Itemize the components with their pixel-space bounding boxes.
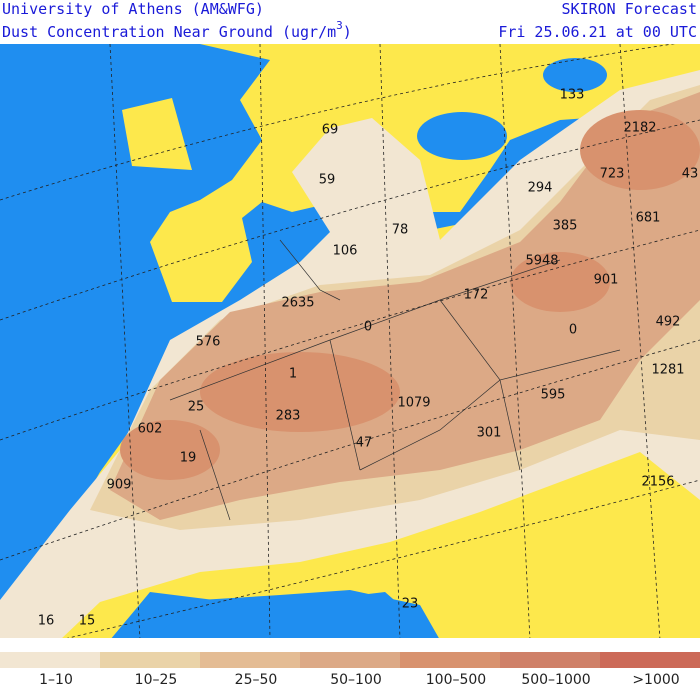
dust-high [200,352,400,432]
dust-value-label: 283 [276,409,301,424]
dust-value-label: 909 [107,478,132,493]
dust-value-label: 0 [364,320,372,335]
europe-land [150,44,700,302]
dust-value-label: 2635 [281,296,314,311]
borders [169,239,621,521]
dust-value-label: 0 [569,323,577,338]
dust-value-label: 133 [560,88,585,103]
forecast-time: Fri 25.06.21 at 00 UTC [498,23,697,41]
legend-label: 100–500 [426,672,486,685]
dust-value-label: 723 [600,167,625,182]
legend-label: 50–100 [330,672,382,685]
legend-swatch [600,652,700,668]
dust-value-label: 602 [138,422,163,437]
dust-value-label: 23 [402,597,419,612]
legend: 1–10 10–25 25–50 50–100 100–500 500–1000 >1000 [0,652,700,685]
dust-value-label: 385 [553,219,578,234]
caspian-sea [543,58,607,92]
dust-value-label: 25 [188,400,205,415]
dust-value-label: 294 [528,181,553,196]
dust-high [510,252,610,312]
legend-swatch [100,652,200,668]
dust-value-label: 2156 [641,475,674,490]
dust-value-label: 1 [289,367,297,382]
dust-high [580,110,700,190]
header-subtitle: Dust Concentration Near Ground (ugr/m3) [2,19,352,41]
dust-value-label: 43 [682,167,699,182]
legend-label: 25–50 [235,672,278,685]
britain [122,98,192,170]
forecast-title: SKIRON Forecast [562,0,697,18]
dust-value-label: 59 [319,173,336,188]
dust-value-label: 16 [38,614,55,629]
dust-value-label: 15 [79,614,96,629]
legend-swatch [300,652,400,668]
gulf-of-guinea [152,590,439,638]
dust-value-label: 681 [636,211,661,226]
dust-value-label: 69 [322,123,339,138]
dust-value-label: 5948 [525,254,558,269]
map: 133 2182 69 723 43 59 294 681 385 78 106 5948 901 172… [0,44,700,638]
legend-label: 10–25 [135,672,178,685]
subtitle-superscript: 3 [336,19,343,32]
dust-high [120,420,220,480]
legend-label: 500–1000 [521,672,590,685]
graticule [0,44,700,638]
dust-value-label: 1079 [397,396,430,411]
dust-value-label: 1281 [651,363,684,378]
subtitle-text: Dust Concentration Near Ground (ugr/m [2,23,336,41]
dust-value-label: 576 [196,335,221,350]
legend-swatch [0,652,100,668]
legend-swatch [400,652,500,668]
dust-value-label: 47 [356,436,373,451]
legend-swatch [500,652,600,668]
legend-label: 1–10 [39,672,73,685]
dust-value-label: 2182 [623,121,656,136]
dust-value-label: 492 [656,315,681,330]
header-title: University of Athens (AM&WFG) [2,0,264,18]
dust-value-label: 595 [541,388,566,403]
dust-value-label: 78 [392,223,409,238]
subtitle-end: ) [343,23,352,41]
dust-value-label: 19 [180,451,197,466]
legend-swatch [200,652,300,668]
dust-value-label: 301 [477,426,502,441]
dust-value-label: 901 [594,273,619,288]
map-labels: 133 2182 69 723 43 59 294 681 385 78 106 5948 901 172… [38,88,699,629]
dust-value-label: 106 [333,244,358,259]
black-sea [417,112,507,160]
dust-value-label: 172 [464,288,489,303]
legend-label: >1000 [632,672,679,685]
